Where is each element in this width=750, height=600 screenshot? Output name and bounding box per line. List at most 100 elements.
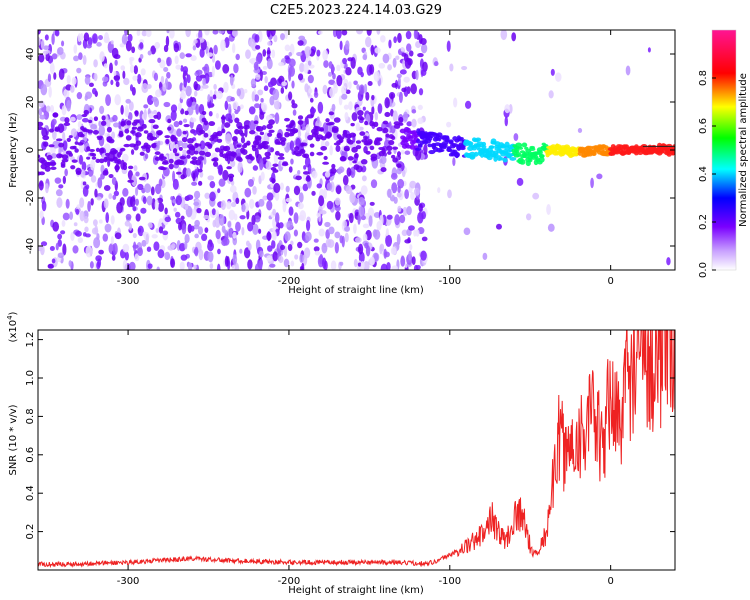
spectrogram-ridge-cell (325, 118, 330, 123)
spectrogram-cell (345, 40, 350, 50)
spectrogram-cell (166, 56, 172, 67)
spectrogram-cell (76, 67, 82, 74)
spectrogram-cell (139, 42, 144, 49)
spectrogram-ridge-cell (56, 138, 63, 142)
spectrogram-cell (259, 69, 263, 82)
spectrogram-cell (231, 201, 237, 208)
spectrogram-cell (179, 52, 185, 60)
x-tick-label: 0 (607, 276, 613, 287)
spectrogram-cell (362, 223, 370, 229)
spectrogram-cell (337, 168, 342, 175)
spectrogram-cell (85, 91, 93, 99)
spectrogram-cell (211, 65, 215, 78)
spectrogram-cell (135, 198, 139, 206)
spectrogram-cell (244, 187, 252, 198)
spectrogram-ridge-cell (136, 126, 144, 132)
spectrogram-cell (322, 49, 329, 61)
spectrogram-ridge-cell (184, 110, 189, 116)
spectrogram-cell (391, 265, 399, 270)
spectrogram-cell (180, 254, 188, 261)
spectrogram-cell (150, 186, 155, 196)
spectrogram-cell (318, 195, 325, 207)
spectrogram-cell (406, 43, 412, 52)
spectrogram-cell (266, 200, 273, 211)
spectrogram-cell (345, 185, 353, 195)
spectrogram-cell (391, 82, 398, 88)
spectrogram-cell (305, 231, 312, 242)
spectrogram-cell (207, 175, 215, 181)
spectrogram-ridge-cell (172, 136, 178, 141)
spectrogram-cell (392, 57, 397, 68)
spectrogram-cell (45, 182, 49, 194)
spectrogram-cell (326, 200, 334, 210)
spectrogram-ridge-cell (392, 146, 399, 150)
spectrogram-ridge-cell (139, 151, 145, 156)
spectrogram-cell (57, 233, 63, 240)
spectrogram-cell (274, 112, 280, 125)
spectrogram-cell (81, 161, 87, 172)
spectrogram-cell (181, 223, 187, 235)
spectrogram-cell (292, 109, 297, 116)
spectrogram-cell (370, 44, 375, 56)
colorbar-ticks: 0.0 0.2 0.4 0.6 0.8 (698, 70, 716, 278)
spectrogram-ridge-cell (445, 135, 450, 139)
spectrogram-cell (180, 215, 185, 221)
spectrogram-cell (417, 211, 424, 224)
spectrogram-cell (163, 101, 171, 108)
spectrogram-cell (240, 136, 246, 144)
spectrogram-cell (400, 150, 405, 155)
spectrogram-ridge-cell (333, 117, 341, 123)
spectrogram-cell (162, 83, 167, 92)
spectrogram-cell (402, 206, 408, 216)
spectrogram-cell (113, 75, 121, 81)
spectrogram-cell (158, 226, 164, 234)
spectrogram-cell (58, 68, 65, 80)
spectrogram-cell (172, 178, 179, 190)
spectrogram-cell (400, 255, 406, 267)
spectrogram-ridge-cell (538, 156, 545, 163)
spectrogram-ridge-cell (253, 120, 259, 125)
spectrogram-cell (378, 62, 386, 69)
spectrogram-cell (61, 40, 65, 47)
spectrogram-ridge-cell (99, 158, 105, 164)
spectrogram-cell (397, 185, 401, 193)
spectrogram-cell (345, 67, 352, 76)
spectrogram-cell (209, 180, 216, 189)
colorbar-tick-label: 0.0 (698, 262, 709, 278)
spectrogram-ridge-cell (130, 130, 136, 134)
spectrogram-cell (290, 158, 294, 165)
spectrogram-cell (254, 215, 261, 223)
spectrogram-ridge-cell (178, 146, 183, 151)
colorbar-tick-label: 0.4 (698, 166, 709, 182)
spectrogram-ridge-cell (350, 122, 355, 127)
spectrogram-ridge-cell (168, 163, 174, 170)
spectrogram-cell (396, 192, 402, 198)
spectrogram-cell (235, 197, 240, 205)
y-tick-label: 1.2 (25, 332, 36, 348)
spectrogram-ridge-cell (42, 135, 50, 141)
spectrogram-cell (446, 40, 451, 52)
spectrogram-ridge-cell (186, 149, 191, 155)
spectrogram-cell (77, 237, 84, 244)
spectrogram-cell (155, 89, 162, 98)
spectrogram-cell (213, 83, 217, 90)
spectrogram-cell (141, 239, 147, 247)
spectrogram-cell (60, 230, 66, 235)
spectrogram-cell (237, 105, 241, 112)
spectrogram-ylabel: Frequency (Hz) (8, 112, 19, 188)
spectrogram-cell (127, 33, 133, 42)
spectrogram-cell (400, 47, 405, 52)
spectrogram-ridge-cell (38, 171, 45, 176)
spectrogram-cell (373, 71, 380, 82)
spectrogram-cell (305, 124, 311, 134)
spectrogram-cell (133, 165, 138, 172)
spectrogram-cell (163, 44, 169, 53)
spectrogram-ridge-cell (216, 130, 223, 137)
spectrogram-cell (186, 98, 193, 108)
spectrogram-cell (185, 30, 191, 38)
spectrogram-cell (129, 64, 135, 74)
spectrogram-cell (196, 207, 202, 214)
spectrogram-cell (127, 112, 133, 121)
spectrogram-cell (329, 145, 333, 156)
spectrogram-cell (52, 221, 60, 232)
